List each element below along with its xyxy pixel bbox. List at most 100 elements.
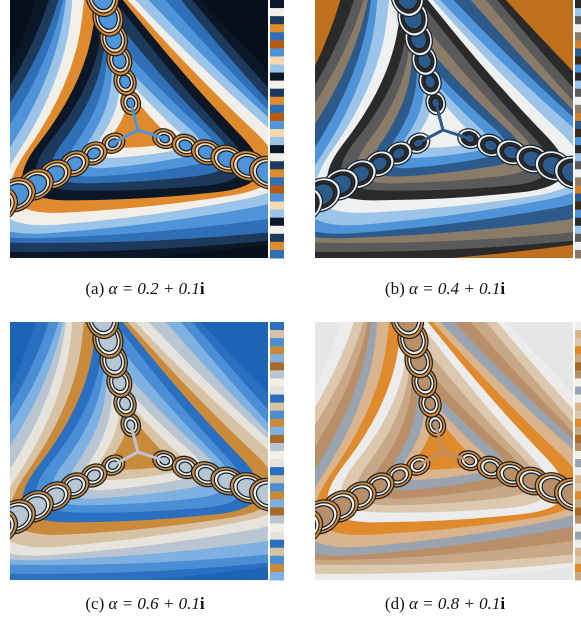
colorbar-stripe [270, 0, 284, 9]
colorbar-stripe [575, 249, 581, 259]
colorbar-stripe [575, 72, 581, 82]
image-group [10, 0, 268, 258]
caption-math: α = 0.8 + 0.1 [408, 594, 501, 613]
colorbar-stripe [270, 137, 284, 146]
colorbar-stripe [575, 539, 581, 549]
colorbar-stripe [575, 531, 581, 541]
colorbar-stripe [270, 169, 284, 178]
colorbar-stripe [270, 225, 284, 235]
colorbar-stripe [270, 346, 284, 355]
colorbar-stripe [270, 153, 284, 162]
colorbar-stripe [575, 555, 581, 565]
caption-imaginary: i [500, 594, 506, 613]
fractal-image [10, 0, 284, 259]
colorbar-stripe [270, 56, 284, 65]
colorbar-stripe [575, 410, 581, 420]
caption-imaginary: i [199, 594, 205, 613]
colorbar-stripe [575, 120, 581, 130]
colorbar-stripe [575, 177, 581, 186]
colorbar-stripe [270, 104, 284, 114]
fractal-image [10, 322, 284, 581]
colorbar-stripe [575, 56, 581, 65]
colorbar-stripe [270, 442, 284, 452]
spiral-ring [315, 189, 320, 222]
arm-line [442, 450, 472, 463]
colorbar-stripe [270, 161, 284, 170]
colorbar-stripe [575, 129, 581, 138]
colorbar-stripe [575, 137, 581, 146]
arm-line [128, 422, 140, 453]
arm-line [128, 100, 140, 131]
colorbar-stripe [270, 249, 284, 259]
caption-label: (a) [85, 279, 105, 298]
colorbar-stripe [575, 467, 581, 476]
caption-math: α = 0.6 + 0.1 [108, 594, 200, 613]
colorbar-stripe [575, 169, 581, 178]
caption: (b) α = 0.4 + 0.1i [300, 279, 581, 299]
colorbar-stripe [575, 40, 581, 49]
colorbar-stripe [575, 145, 581, 154]
caption: (c) α = 0.6 + 0.1i [0, 594, 290, 614]
caption-math: α = 0.2 + 0.1 [108, 279, 200, 298]
colorbar-stripe [270, 418, 284, 428]
colorbar-stripe [575, 161, 581, 170]
colorbar-stripe [575, 563, 581, 573]
image-group [315, 0, 573, 258]
colorbar-stripe [575, 112, 581, 122]
spiral-ring [10, 508, 19, 547]
colorbar-stripe [270, 330, 284, 339]
fractal-image [315, 322, 581, 581]
colorbar-stripe [270, 177, 284, 186]
colorbar-stripe [270, 48, 284, 57]
colorbar-stripe [575, 523, 581, 533]
spiral-ring [560, 161, 573, 184]
colorbar-stripe [270, 40, 284, 49]
colorbar-stripe [270, 201, 284, 211]
colorbar-stripe [575, 362, 581, 371]
colorbar-stripe [575, 217, 581, 227]
colorbar-stripe [270, 531, 284, 541]
arm-line [110, 450, 139, 468]
colorbar-stripe [270, 96, 284, 106]
colorbar-stripe [575, 80, 581, 90]
colorbar-stripe [270, 491, 284, 500]
colorbar-stripe [270, 563, 284, 573]
colorbar-stripe [270, 555, 284, 565]
colorbar-stripe [270, 362, 284, 371]
colorbar-stripe [270, 483, 284, 492]
colorbar-stripe [575, 0, 581, 9]
colorbar-stripe [575, 193, 581, 203]
colorbar-stripe [575, 483, 581, 492]
colorbar-stripe [575, 346, 581, 355]
colorbar-stripe [270, 64, 284, 74]
colorbar-stripe [575, 507, 581, 516]
arm-line [110, 128, 139, 146]
image-group [10, 322, 268, 580]
colorbar-stripe [270, 16, 284, 25]
caption-label: (b) [384, 279, 405, 298]
spiral-ring [10, 189, 15, 222]
arm-line [433, 422, 445, 453]
colorbar-stripe [270, 515, 284, 525]
spiral-ring [10, 511, 15, 544]
spiral-ring [255, 483, 268, 506]
spiral-ring [560, 483, 573, 506]
colorbar-stripe [575, 88, 581, 98]
colorbar-stripe [575, 104, 581, 114]
spiral-ring [91, 0, 114, 11]
colorbar-stripe [270, 378, 284, 387]
colorbar-stripe [270, 145, 284, 154]
colorbar-stripe [575, 547, 581, 557]
colorbar-stripe [270, 209, 284, 219]
colorbar-stripe [575, 386, 581, 396]
caption-label: (d) [384, 594, 405, 613]
arm-line [137, 128, 167, 141]
colorbar-stripe [270, 499, 284, 508]
colorbar-stripe [270, 322, 284, 331]
arm-line [433, 100, 445, 131]
colorbar-stripe [575, 8, 581, 17]
colorbar-stripe [575, 338, 581, 347]
colorbar-stripe [575, 394, 581, 404]
colorbar-stripe [270, 8, 284, 17]
